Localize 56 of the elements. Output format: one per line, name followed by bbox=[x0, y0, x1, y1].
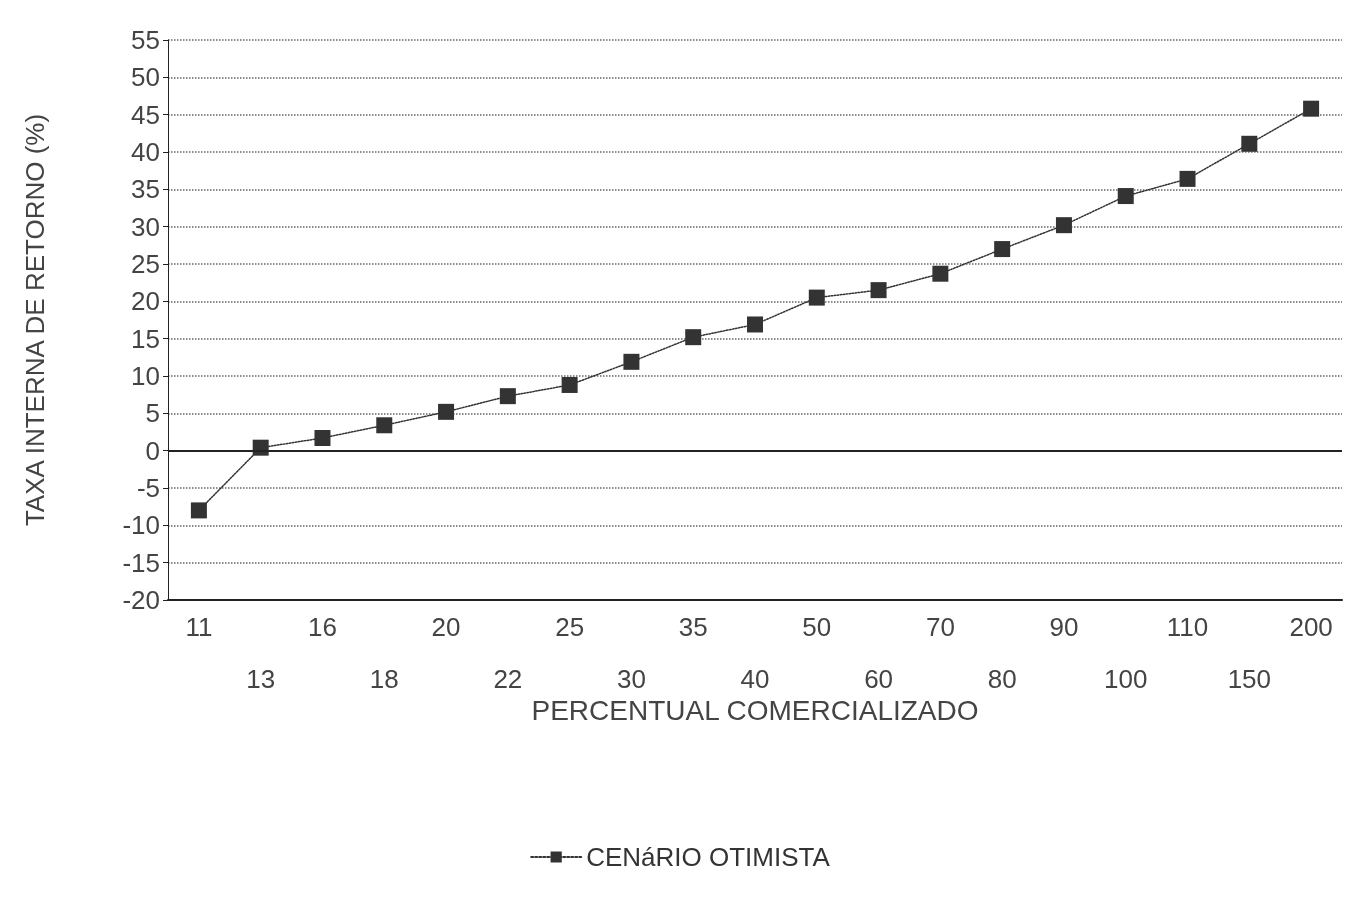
y-tick-label: 15 bbox=[131, 323, 160, 354]
y-tick-label: -10 bbox=[122, 510, 160, 541]
point bbox=[561, 376, 578, 393]
x-tick-label: 18 bbox=[369, 664, 399, 694]
point bbox=[870, 282, 887, 299]
x-tick-label: 22 bbox=[493, 664, 523, 694]
point bbox=[623, 353, 640, 370]
y-tick-label: 35 bbox=[131, 174, 160, 205]
point bbox=[376, 417, 393, 434]
x-tick-label: 200 bbox=[1289, 612, 1333, 642]
point bbox=[1179, 170, 1196, 187]
y-tick-label: 40 bbox=[131, 137, 160, 167]
y-tick-label: 5 bbox=[145, 398, 160, 429]
y-tick-label: -5 bbox=[136, 473, 160, 503]
x-tick-label: 16 bbox=[308, 612, 337, 642]
point bbox=[808, 289, 825, 306]
y-tick-label: 45 bbox=[131, 99, 160, 130]
x-tick-label: 70 bbox=[925, 612, 955, 642]
x-tick-label: 80 bbox=[987, 664, 1017, 694]
point bbox=[1241, 135, 1258, 152]
point bbox=[994, 241, 1011, 258]
point bbox=[438, 403, 455, 420]
x-tick-label: 40 bbox=[740, 664, 770, 694]
y-tick-label: 50 bbox=[131, 62, 160, 93]
point bbox=[314, 429, 331, 446]
y-tick-label: 0 bbox=[145, 435, 160, 466]
x-tick-label: 11 bbox=[185, 612, 213, 642]
point bbox=[932, 265, 949, 282]
x-tick-label: 20 bbox=[431, 612, 461, 642]
x-axis-title: PERCENTUAL COMERCIALIZADO bbox=[531, 695, 979, 727]
point bbox=[1303, 100, 1320, 117]
x-tick-label: 25 bbox=[555, 612, 585, 642]
x-tick-label: 150 bbox=[1227, 664, 1272, 694]
x-tick-label: 30 bbox=[616, 664, 646, 694]
point bbox=[1055, 217, 1072, 234]
x-tick-label: 110 bbox=[1166, 612, 1209, 642]
point bbox=[499, 388, 516, 405]
point bbox=[685, 329, 702, 346]
legend-label: CENáRIO OTIMISTA bbox=[586, 842, 831, 872]
y-tick-label: -15 bbox=[122, 547, 160, 578]
x-tick-label: 60 bbox=[864, 664, 894, 694]
y-tick-label: 55 bbox=[131, 25, 160, 55]
x-tick-label: 13 bbox=[246, 664, 276, 694]
point bbox=[747, 316, 763, 333]
x-tick-label: 100 bbox=[1104, 664, 1148, 694]
x-tick-label: 50 bbox=[802, 612, 832, 642]
point bbox=[1117, 188, 1134, 205]
y-axis-title: TAXA INTERNA DE RETORNO (%) bbox=[20, 113, 50, 527]
y-tick-label: 20 bbox=[131, 286, 160, 317]
y-tick-label: 25 bbox=[131, 249, 160, 279]
x-tick-label: 35 bbox=[678, 612, 708, 642]
y-tick-label: -20 bbox=[122, 585, 160, 615]
point bbox=[190, 502, 207, 519]
x-tick-label: 90 bbox=[1049, 612, 1079, 642]
y-tick-label: 30 bbox=[131, 211, 160, 242]
y-tick-label: 10 bbox=[131, 361, 160, 391]
